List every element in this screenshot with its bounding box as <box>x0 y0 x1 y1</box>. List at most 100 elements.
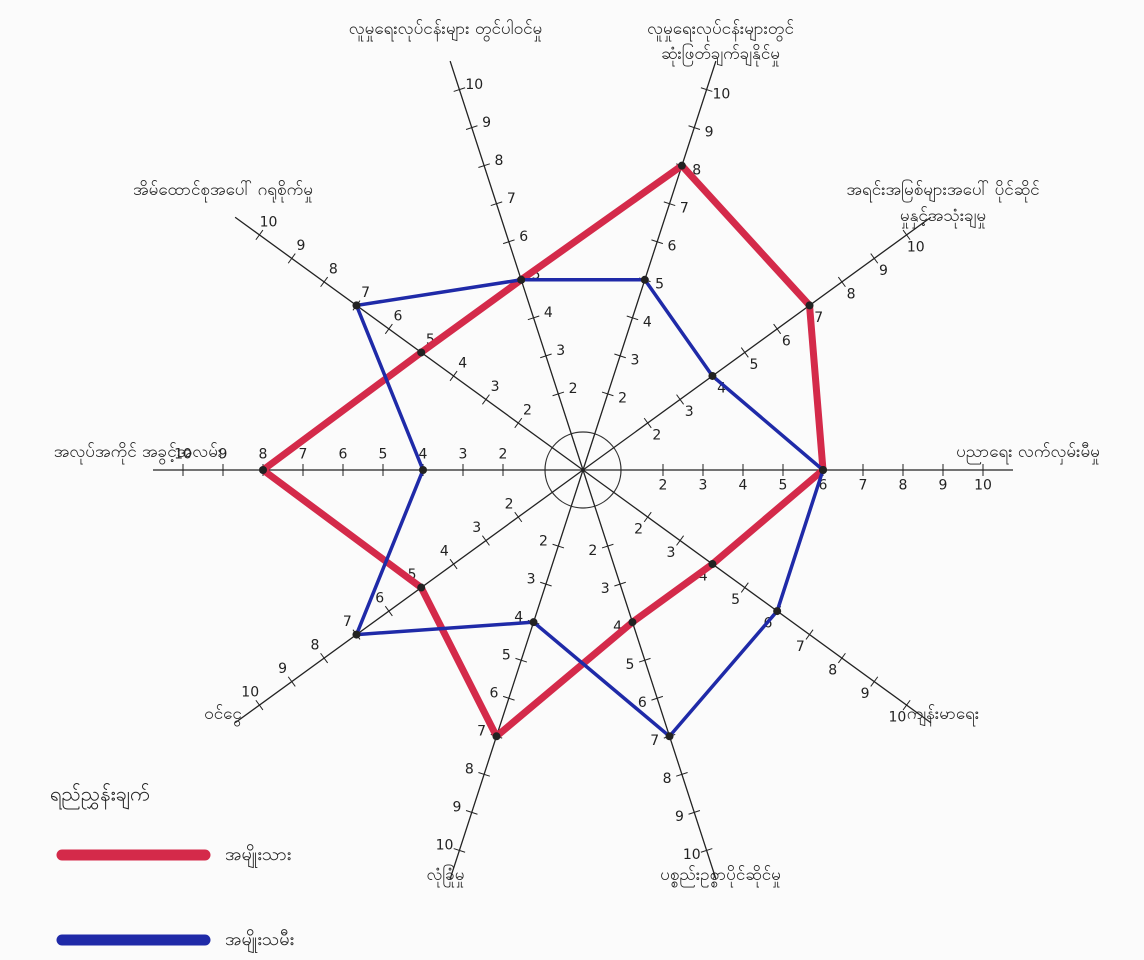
tick-mark <box>514 417 523 429</box>
tick-label: 4 <box>419 446 428 462</box>
tick-mark <box>320 652 329 664</box>
tick-label: 9 <box>452 800 461 816</box>
tick-label: 4 <box>717 381 726 397</box>
data-point <box>677 161 686 170</box>
tick-mark <box>837 276 846 288</box>
axis-line <box>582 469 932 724</box>
tick-mark <box>514 511 523 523</box>
tick-mark <box>688 125 701 130</box>
tick-label: 4 <box>440 543 449 559</box>
tick-label: 2 <box>659 478 668 494</box>
tick-label: 6 <box>394 308 403 324</box>
tick-label: 8 <box>494 153 503 169</box>
tick-label: 3 <box>601 581 610 597</box>
data-point <box>352 301 361 310</box>
tick-label: 10 <box>260 214 278 230</box>
tick-mark <box>320 276 329 288</box>
tick-label: 3 <box>556 343 565 359</box>
tick-label: 10 <box>436 838 454 854</box>
tick-mark <box>643 417 652 429</box>
tick-mark <box>384 323 393 335</box>
tick-label: 6 <box>638 695 647 711</box>
axis-label-box: အိမ်ထောင်စုအပေါ် ဂရုစိုက်မှု <box>133 180 313 200</box>
data-point <box>819 466 827 474</box>
tick-mark <box>688 810 701 815</box>
tick-mark <box>902 229 911 241</box>
tick-label: 7 <box>814 310 823 326</box>
tick-label: 2 <box>499 446 508 462</box>
tick-label: 2 <box>634 522 643 538</box>
axis-label: အရင်းအမြစ်များအပေါ် ပိုင်ဆိုင်မှုနှင့်အသ… <box>846 180 1040 226</box>
tick-label: 10 <box>713 86 731 102</box>
tick-label: 7 <box>680 201 689 217</box>
tick-label: 2 <box>588 543 597 559</box>
axis-label-box: ပစ္စည်းဥစ္စာပိုင်ဆိုင်မှု <box>660 865 781 885</box>
axis-label-box: ကျန်းမာရေး <box>907 704 979 724</box>
tick-label: 5 <box>731 592 740 608</box>
tick-label: 5 <box>532 267 541 283</box>
data-point <box>492 732 501 741</box>
tick-label: 5 <box>379 446 388 462</box>
tick-label: 8 <box>847 287 856 303</box>
tick-mark <box>676 535 685 546</box>
axis-line <box>582 469 717 880</box>
tick-label: 9 <box>879 263 888 279</box>
tick-label: 5 <box>426 332 435 348</box>
tick-mark <box>540 581 552 587</box>
axis-line <box>582 60 717 471</box>
tick-mark <box>651 695 664 701</box>
tick-mark <box>700 87 713 92</box>
tick-mark <box>837 652 846 664</box>
tick-label: 4 <box>544 305 553 321</box>
tick-label: 3 <box>699 478 708 494</box>
tick-label: 4 <box>613 619 622 635</box>
tick-label: 10 <box>907 240 925 256</box>
tick-label: 9 <box>296 238 305 254</box>
tick-label: 10 <box>889 710 907 726</box>
tick-mark <box>287 253 296 264</box>
tick-mark <box>614 581 626 587</box>
legend-label: အမျိုးသား <box>225 844 291 868</box>
tick-label: 2 <box>523 402 532 418</box>
data-point <box>517 275 526 284</box>
tick-mark <box>870 676 879 687</box>
data-point <box>259 466 267 474</box>
tick-mark <box>552 391 565 397</box>
axis-label-box: အလုပ်အကိုင် အခွင့်အလမ်း <box>54 442 222 462</box>
tick-label: 8 <box>310 637 319 653</box>
tick-label: 3 <box>491 379 500 395</box>
tick-mark <box>502 239 515 245</box>
tick-label: 9 <box>219 446 228 462</box>
axis-label: ပညာရေး လက်လှမ်းမီမှု <box>956 442 1100 462</box>
tick-mark <box>515 657 528 663</box>
tick-label: 6 <box>490 685 499 701</box>
legend-label: အမျိုးသမီး <box>225 929 294 953</box>
tick-label: 4 <box>458 355 467 371</box>
tick-mark <box>643 511 652 523</box>
tick-label: 9 <box>482 115 491 131</box>
tick-mark <box>453 87 466 92</box>
tick-label: 6 <box>519 229 528 245</box>
tick-mark <box>676 394 685 405</box>
tick-label: 10 <box>241 684 259 700</box>
tick-label: 6 <box>819 478 828 494</box>
tick-label: 7 <box>507 191 516 207</box>
tick-label: 9 <box>675 809 684 825</box>
tick-mark <box>614 353 626 359</box>
tick-mark <box>255 699 264 711</box>
tick-label: 5 <box>655 277 664 293</box>
data-point <box>419 466 427 474</box>
tick-mark <box>773 323 782 335</box>
tick-label: 5 <box>779 478 788 494</box>
axis-line <box>582 216 932 471</box>
axis-label-box: လူမှုရေးလုပ်ငန်းများတွင် ဆုံးဖြတ်ချက်ချန… <box>647 19 794 65</box>
tick-label: 3 <box>685 404 694 420</box>
tick-mark <box>287 676 296 687</box>
tick-label: 7 <box>299 446 308 462</box>
tick-label: 7 <box>650 733 659 749</box>
data-point <box>640 275 649 284</box>
tick-label: 6 <box>782 334 791 350</box>
axis-label-box: ဝင်ငွေ <box>204 704 242 724</box>
tick-mark <box>449 370 458 382</box>
